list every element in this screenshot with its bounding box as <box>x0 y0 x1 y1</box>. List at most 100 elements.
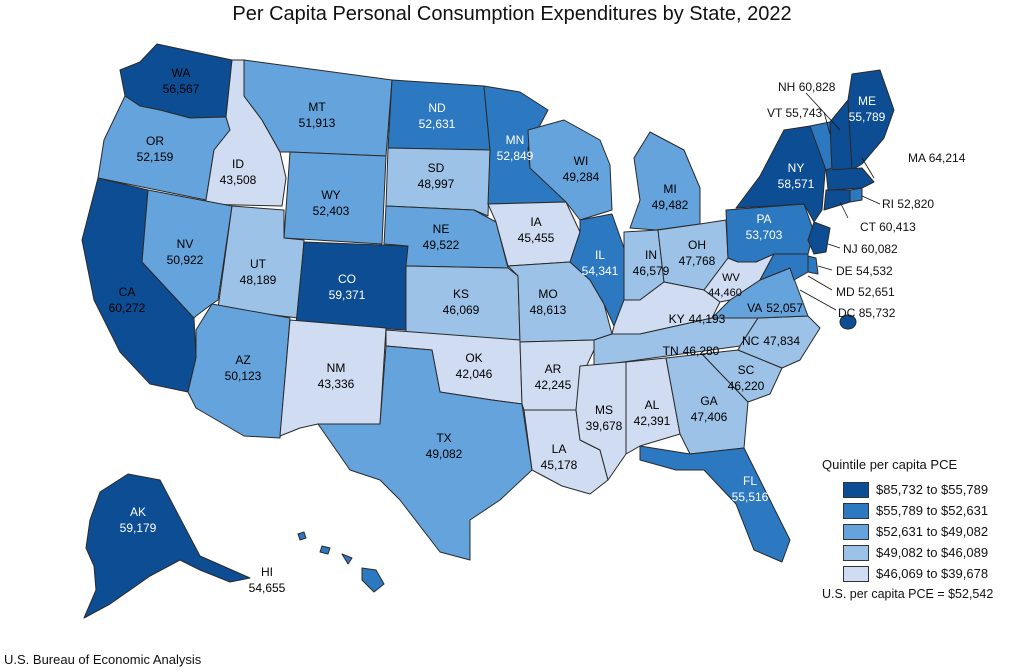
label-UT-value: 48,189 <box>240 273 277 287</box>
ext-RI-abbr: RI <box>882 197 894 211</box>
label-CA-abbr: CA <box>119 285 136 299</box>
state-CT[interactable] <box>823 189 851 211</box>
state-FL[interactable] <box>639 445 791 563</box>
ext-CT-value: 60,413 <box>879 220 916 234</box>
label-FL-value: 55,516 <box>732 490 769 504</box>
label-CO-value: 59,371 <box>329 288 366 302</box>
label-TN-abbr: TN <box>663 344 679 358</box>
label-NY-abbr: NY <box>788 161 805 175</box>
label-MT-value: 51,913 <box>299 116 336 130</box>
ext-NJ-abbr: NJ <box>843 242 858 256</box>
label-IA-abbr: IA <box>530 215 541 229</box>
label-NE-value: 49,522 <box>423 238 460 252</box>
legend-title: Quintile per capita PCE <box>822 457 958 472</box>
legend-swatch <box>843 523 869 540</box>
state-SC[interactable] <box>701 349 783 403</box>
ext-MA-value: 64,214 <box>929 151 966 165</box>
label-OH-abbr: OH <box>688 238 706 252</box>
state-AL[interactable] <box>625 357 681 455</box>
state-TX[interactable] <box>317 345 533 561</box>
state-HI[interactable] <box>297 531 385 593</box>
label-AR-abbr: AR <box>545 362 562 376</box>
label-FL-abbr: FL <box>743 474 757 488</box>
state-CO[interactable] <box>295 241 409 331</box>
svg-text:DE 54,532: DE 54,532 <box>836 264 893 278</box>
label-WI-value: 49,284 <box>563 170 600 184</box>
ext-NH-value: 60,828 <box>799 80 836 94</box>
label-AZ-value: 50,123 <box>225 369 262 383</box>
state-MA[interactable] <box>825 167 875 191</box>
label-LA-abbr: LA <box>552 442 567 456</box>
label-MI-abbr: MI <box>663 182 676 196</box>
label-TX-abbr: TX <box>436 431 451 445</box>
state-ND[interactable] <box>387 79 491 151</box>
label-VA-value: 52,057 <box>766 301 803 315</box>
state-SD[interactable] <box>385 147 491 217</box>
legend-label: $52,631 to $49,082 <box>876 524 989 539</box>
legend-item: $85,732 to $55,789 <box>822 479 1018 500</box>
legend-item: $49,082 to $46,089 <box>822 542 1018 563</box>
label-LA-value: 45,178 <box>541 458 578 472</box>
ext-DE-abbr: DE <box>836 264 853 278</box>
state-MD[interactable] <box>759 253 809 281</box>
svg-text:CT 60,413: CT 60,413 <box>860 220 916 234</box>
label-MO-abbr: MO <box>538 287 557 301</box>
label-AL-value: 42,391 <box>634 414 671 428</box>
label-NM-abbr: NM <box>327 361 346 375</box>
state-labels: WA 56,567 OR 52,159 CA 60,272 ID 43,508 NV 50… <box>109 66 886 595</box>
legend-label: $46,069 to $39,678 <box>876 566 989 581</box>
legend-label: $49,082 to $46,089 <box>876 545 989 560</box>
state-DC[interactable] <box>839 314 857 330</box>
label-NV-value: 50,922 <box>167 253 204 267</box>
state-WY[interactable] <box>283 151 387 245</box>
state-NJ[interactable] <box>807 221 831 255</box>
state-AK[interactable] <box>83 473 251 619</box>
svg-text:VT 55,743: VT 55,743 <box>767 106 822 120</box>
label-MN-value: 52,849 <box>497 149 534 163</box>
label-AK-value: 59,179 <box>120 521 157 535</box>
label-AZ-abbr: AZ <box>235 353 250 367</box>
state-RI[interactable] <box>849 187 863 203</box>
legend-swatch <box>843 544 869 561</box>
label-OR-value: 52,159 <box>137 150 174 164</box>
label-MS-value: 39,678 <box>586 419 623 433</box>
label-PA-abbr: PA <box>756 212 771 226</box>
state-MI[interactable] <box>629 131 701 231</box>
label-WV-abbr: WV <box>722 272 740 284</box>
state-WI[interactable] <box>527 119 613 221</box>
ext-VT-value: 55,743 <box>785 106 822 120</box>
label-MS-abbr: MS <box>595 403 613 417</box>
legend-swatch <box>843 565 869 582</box>
label-UT-abbr: UT <box>250 257 267 271</box>
state-DE[interactable] <box>807 255 819 275</box>
ext-NH-abbr: NH <box>778 80 795 94</box>
ext-MA-abbr: MA <box>908 151 926 165</box>
label-ID-value: 43,508 <box>220 173 257 187</box>
label-MT-abbr: MT <box>308 100 326 114</box>
label-GA-abbr: GA <box>700 394 717 408</box>
callout-lines <box>799 92 881 311</box>
ext-DC-abbr: DC <box>838 306 856 320</box>
ext-MD-abbr: MD <box>836 285 855 299</box>
ext-MD-value: 52,651 <box>858 285 895 299</box>
label-WI-abbr: WI <box>574 154 589 168</box>
label-NC-abbr: NC <box>742 334 760 348</box>
state-IL[interactable] <box>569 213 625 327</box>
